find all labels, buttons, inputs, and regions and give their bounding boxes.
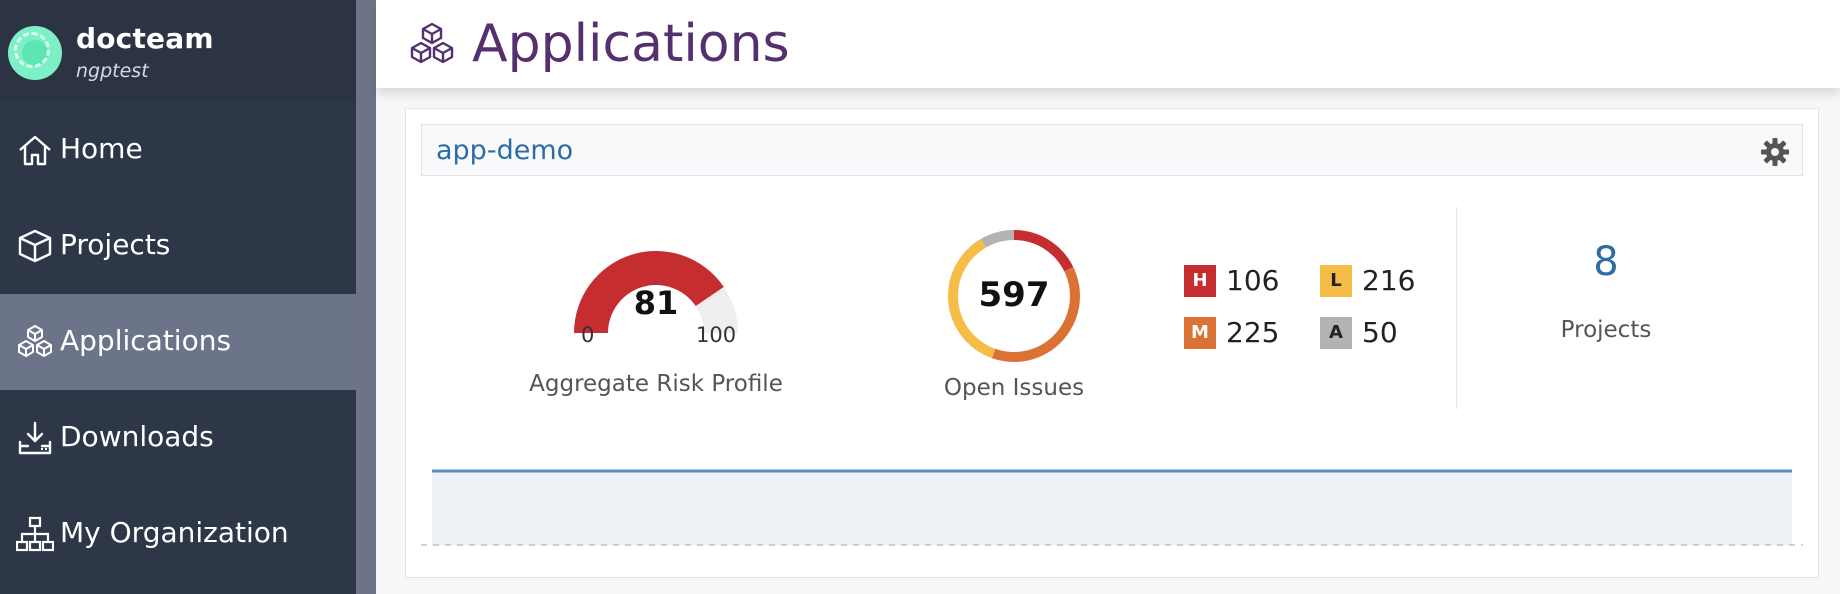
open-issues-total: 597 bbox=[978, 275, 1050, 315]
donut-segment-analyze[interactable] bbox=[980, 230, 1014, 248]
gauge-fill bbox=[574, 251, 724, 333]
analyze-badge: A bbox=[1320, 317, 1352, 349]
sidebar-item-projects[interactable]: Projects bbox=[0, 198, 356, 294]
issues-trend-chart bbox=[421, 469, 1803, 546]
donut-segment-low[interactable] bbox=[948, 238, 996, 359]
home-icon bbox=[19, 135, 51, 166]
donut-segment-medium[interactable] bbox=[991, 266, 1080, 362]
download-icon bbox=[18, 421, 52, 455]
box-icon bbox=[18, 229, 52, 263]
trend-area bbox=[432, 471, 1792, 545]
sidebar-item-label: Projects bbox=[60, 228, 171, 261]
risk-gauge bbox=[574, 251, 738, 333]
sidebar-rail bbox=[356, 0, 376, 594]
sidebar-item-label: Applications bbox=[60, 324, 232, 357]
profile-subtitle: ngptest bbox=[76, 60, 149, 82]
page-header: Applications bbox=[376, 0, 1840, 88]
low-count: 216 bbox=[1362, 264, 1416, 297]
sidebar-item-label: Downloads bbox=[60, 420, 214, 453]
user-profile[interactable]: docteam ngptest bbox=[0, 0, 356, 102]
sidebar-item-downloads[interactable]: Downloads bbox=[0, 390, 356, 486]
avatar bbox=[8, 26, 62, 80]
open-issues-caption: Open Issues bbox=[943, 375, 1085, 401]
sidebar-item-label: My Organization bbox=[60, 516, 289, 549]
sidebar: docteam ngptest Home Projects Applicatio… bbox=[0, 0, 356, 594]
page-title: Applications bbox=[472, 14, 790, 74]
cubes-icon bbox=[410, 22, 454, 64]
analyze-count: 50 bbox=[1362, 316, 1398, 349]
medium-badge: M bbox=[1184, 317, 1216, 349]
risk-caption: Aggregate Risk Profile bbox=[529, 371, 783, 397]
cubes-icon bbox=[18, 325, 52, 357]
sidebar-item-applications[interactable]: Applications bbox=[0, 294, 356, 390]
application-card: app-demo 81 0 100 Aggregate Risk Profile… bbox=[405, 108, 1819, 578]
profile-name: docteam bbox=[76, 22, 214, 55]
medium-count: 225 bbox=[1226, 316, 1280, 349]
sidebar-item-home[interactable]: Home bbox=[0, 102, 356, 198]
application-name-link[interactable]: app-demo bbox=[436, 135, 574, 166]
projects-label: Projects bbox=[1560, 317, 1652, 343]
sitemap-icon bbox=[16, 516, 54, 552]
gauge-max-label: 100 bbox=[696, 323, 737, 347]
risk-score: 81 bbox=[633, 284, 679, 322]
sidebar-item-label: Home bbox=[60, 132, 143, 165]
donut-segment-high[interactable] bbox=[1014, 230, 1074, 272]
high-badge: H bbox=[1184, 265, 1216, 297]
gear-icon[interactable] bbox=[1760, 137, 1790, 167]
projects-count[interactable]: 8 bbox=[1593, 239, 1619, 285]
high-count: 106 bbox=[1226, 264, 1280, 297]
issues-donut[interactable] bbox=[941, 223, 1087, 369]
card-header: app-demo bbox=[421, 124, 1803, 176]
gauge-min-label: 0 bbox=[581, 323, 595, 347]
low-badge: L bbox=[1320, 265, 1352, 297]
divider bbox=[1456, 207, 1457, 409]
sidebar-item-my-organization[interactable]: My Organization bbox=[0, 486, 356, 582]
